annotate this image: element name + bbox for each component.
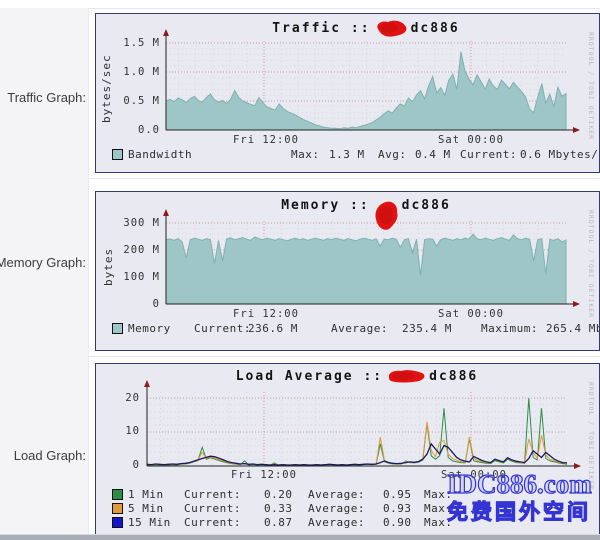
load15-swatch-icon xyxy=(112,517,123,528)
y-tick-label: 0 xyxy=(152,298,160,310)
legend-label: Memory xyxy=(128,322,171,335)
stat-value: 1.3 M xyxy=(329,148,365,161)
x-tick-label: Fri 12:00 xyxy=(231,469,297,481)
stat-key: Average: xyxy=(308,488,365,501)
y-tick-label: 1.0 M xyxy=(123,66,160,78)
stat-value: 0.33 xyxy=(264,502,293,515)
traffic-graph-label: Traffic Graph: xyxy=(7,90,86,105)
stat-value: 235.4 M xyxy=(402,322,452,335)
stat-key: Maximum: xyxy=(481,322,538,335)
stat-value: 265.4 Mb xyxy=(546,322,600,335)
stat-value: 0.6 Mbytes/s xyxy=(520,148,600,161)
traffic-chart-canvas xyxy=(163,29,580,133)
stat-value: 236.6 M xyxy=(248,322,298,335)
redaction-scribble xyxy=(389,370,425,383)
y-tick-label: 0.0 xyxy=(138,124,160,136)
stat-key: Max: xyxy=(424,488,453,501)
stat-value: 0.87 xyxy=(264,516,293,529)
stat-value: 0.90 xyxy=(383,516,412,529)
row-divider xyxy=(0,356,600,357)
load-graph-label: Load Graph: xyxy=(13,448,86,463)
y-axis-label: bytes xyxy=(102,247,115,287)
y-tick-label: 1.5 M xyxy=(123,37,160,49)
stat-value: 0.20 xyxy=(264,488,293,501)
load-legend-row-5min: 5 Min Current: 0.33 Average: 0.93 Max: xyxy=(96,502,599,516)
traffic-graph-title: Traffic :: dc886 xyxy=(166,19,566,37)
y-tick-label: 300 M xyxy=(123,217,160,229)
stat-key: Current: xyxy=(460,148,517,161)
load5-swatch-icon xyxy=(112,503,123,514)
y-tick-label: 0 xyxy=(132,459,140,471)
stat-key: Max: xyxy=(424,502,453,515)
y-tick-label: 200 M xyxy=(123,244,160,256)
stat-key: Avg: xyxy=(378,148,407,161)
memory-graph-title: Memory :: dc886 xyxy=(166,197,566,230)
redaction-scribble xyxy=(375,201,398,230)
memory-legend: Memory Current: 236.6 M Average: 235.4 M… xyxy=(96,322,599,336)
stat-key: Average: xyxy=(331,322,388,335)
traffic-legend: Bandwidth Max: 1.3 M Avg: 0.4 M Current:… xyxy=(96,148,599,162)
load-legend-row-15min: 15 Min Current: 0.87 Average: 0.90 Max: xyxy=(96,516,599,530)
title-text: Load Average :: xyxy=(235,369,384,384)
y-tick-label: 100 M xyxy=(123,271,160,283)
x-tick-label: Sat 00:00 xyxy=(438,134,504,146)
row-divider xyxy=(0,8,600,9)
bottom-bar xyxy=(0,534,600,540)
legend-label: 5 Min xyxy=(128,502,164,515)
memory-graph-label: Memory Graph: xyxy=(0,255,86,270)
title-text: dc886 xyxy=(401,198,451,213)
bandwidth-swatch-icon xyxy=(112,149,123,160)
load-graph-title: Load Average :: dc886 xyxy=(147,369,567,384)
stat-key: Average: xyxy=(308,502,365,515)
stat-value: 0.4 M xyxy=(415,148,451,161)
memory-chart-canvas xyxy=(163,209,580,307)
title-text: dc886 xyxy=(429,369,479,384)
memory-swatch-icon xyxy=(112,323,123,334)
stat-value: 0.93 xyxy=(383,502,412,515)
y-tick-label: 0.5 M xyxy=(123,95,160,107)
legend-label: 1 Min xyxy=(128,488,164,501)
y-tick-label: 10 xyxy=(125,425,140,437)
stat-value: 0.95 xyxy=(383,488,412,501)
rrdtool-credit: RRDTOOL / TOBI OETIKER xyxy=(587,210,595,319)
rrdtool-credit: RRDTOOL / TOBI OETIKER xyxy=(587,32,595,141)
redaction-scribble xyxy=(376,20,406,37)
stat-key: Current: xyxy=(184,502,241,515)
legend-label: Bandwidth xyxy=(128,148,193,161)
x-tick-label: Fri 12:00 xyxy=(233,134,299,146)
stat-key: Max: xyxy=(291,148,320,161)
x-tick-label: Fri 12:00 xyxy=(233,308,299,320)
rrdtool-credit: RRDTOOL / TOBI OETIKER xyxy=(587,382,595,491)
load-graph-image[interactable]: Load Average :: dc886 20 10 0 Fri 12:00 … xyxy=(95,363,600,535)
label-column: Traffic Graph: Memory Graph: Load Graph: xyxy=(0,8,89,534)
load-chart-canvas xyxy=(144,380,581,469)
x-tick-label: Sat 00:00 xyxy=(438,308,504,320)
stat-key: Current: xyxy=(184,488,241,501)
traffic-graph-image[interactable]: Traffic :: dc886 bytes/sec 1.5 M 1.0 M 0… xyxy=(95,13,600,173)
y-tick-label: 20 xyxy=(125,392,140,404)
stat-key: Current: xyxy=(194,322,251,335)
load-legend-row-1min: 1 Min Current: 0.20 Average: 0.95 Max: xyxy=(96,488,599,502)
stat-key: Max: xyxy=(424,516,453,529)
title-text: Memory :: xyxy=(281,198,370,213)
load1-swatch-icon xyxy=(112,489,123,500)
memory-graph-image[interactable]: Memory :: dc886 bytes 300 M 200 M 100 M … xyxy=(95,191,600,351)
x-tick-label: Sat 00:00 xyxy=(441,469,507,481)
stat-key: Current: xyxy=(184,516,241,529)
row-divider xyxy=(0,178,600,179)
title-text: Traffic :: xyxy=(272,20,371,36)
y-axis-label: bytes/sec xyxy=(100,54,113,124)
title-text: dc886 xyxy=(410,20,460,36)
stat-key: Average: xyxy=(308,516,365,529)
legend-label: 15 Min xyxy=(128,516,171,529)
